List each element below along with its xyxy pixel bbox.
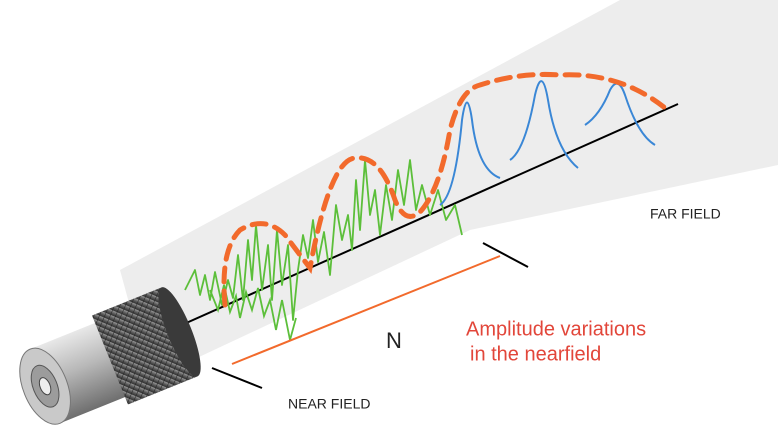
near-field-label: NEAR FIELD bbox=[288, 396, 370, 412]
distance-tick bbox=[482, 242, 529, 268]
farfield-peak bbox=[439, 101, 501, 206]
annotation-line: in the nearfield bbox=[470, 343, 601, 365]
farfield-peak bbox=[509, 80, 579, 169]
distance-line bbox=[231, 255, 501, 365]
far-field-label: FAR FIELD bbox=[650, 206, 721, 222]
amplitude-envelope bbox=[221, 71, 668, 308]
annotation-line: Amplitude variations bbox=[466, 318, 646, 340]
distance-tick bbox=[211, 367, 263, 389]
transducer bbox=[19, 287, 201, 425]
distance-label: N bbox=[386, 328, 402, 353]
